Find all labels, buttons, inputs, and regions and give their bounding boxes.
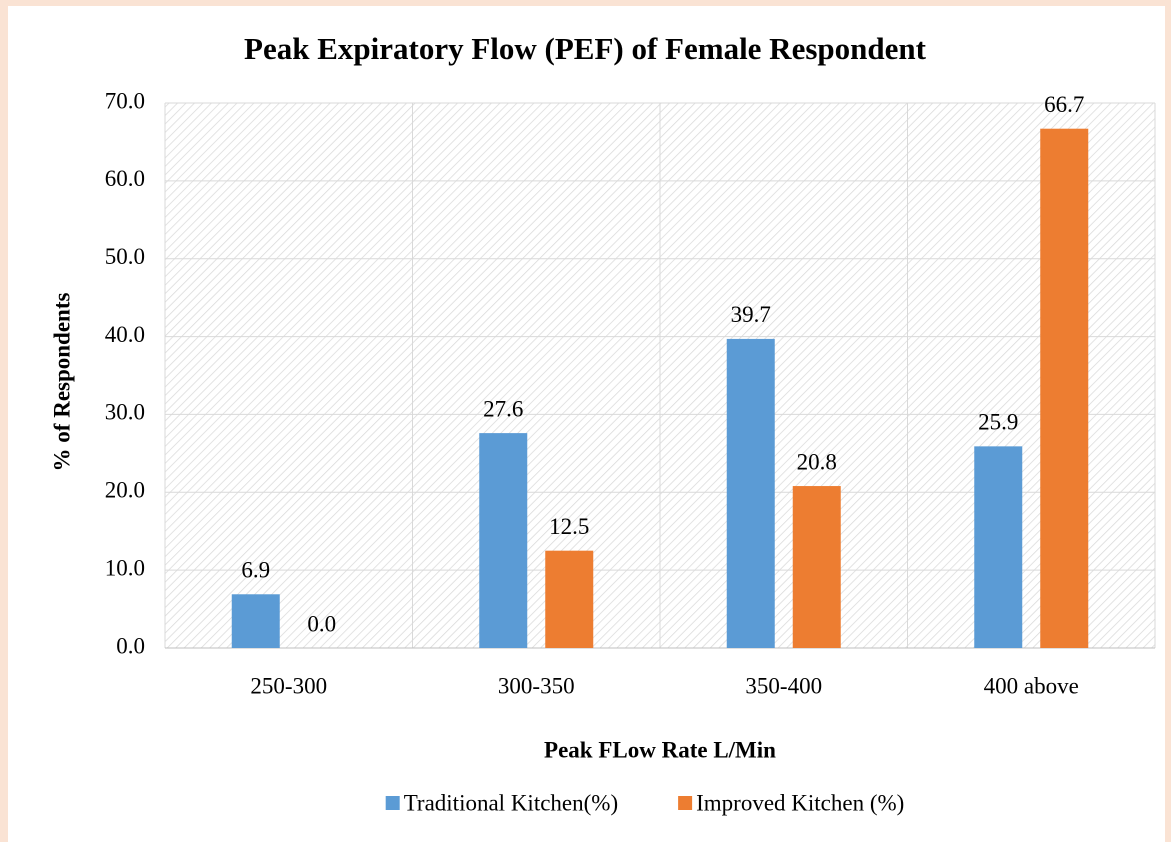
y-tick-label: 70.0: [105, 88, 145, 113]
x-tick-label: 400 above: [984, 673, 1079, 698]
data-label: 39.7: [731, 302, 771, 327]
legend-label: Traditional Kitchen(%): [404, 790, 618, 815]
bar: [479, 433, 528, 648]
bar: [792, 486, 841, 648]
data-label: 6.9: [241, 558, 270, 583]
data-label: 66.7: [1044, 92, 1084, 117]
y-axis-title: % of Respondents: [49, 292, 74, 471]
data-label: 27.6: [483, 396, 523, 421]
y-tick-label: 30.0: [105, 400, 145, 425]
bar: [726, 338, 775, 648]
legend-swatch: [678, 796, 693, 810]
y-tick-label: 10.0: [105, 555, 145, 580]
legend-swatch: [385, 796, 400, 810]
x-tick-label: 350-400: [745, 673, 822, 698]
bar: [1040, 128, 1089, 648]
y-tick-label: 50.0: [105, 244, 145, 269]
y-tick-label: 40.0: [105, 322, 145, 347]
x-tick-label: 300-350: [498, 673, 575, 698]
bar: [231, 594, 280, 648]
bar: [974, 446, 1023, 648]
x-axis-title: Peak FLow Rate L/Min: [544, 737, 776, 762]
data-label: 25.9: [978, 410, 1018, 435]
x-tick-label: 250-300: [250, 673, 327, 698]
y-tick-label: 60.0: [105, 166, 145, 191]
bar: [545, 550, 594, 648]
legend-label: Improved Kitchen (%): [696, 790, 904, 815]
y-tick-label: 20.0: [105, 478, 145, 503]
data-label: 0.0: [307, 611, 336, 636]
chart-title: Peak Expiratory Flow (PEF) of Female Res…: [244, 31, 927, 66]
data-label: 20.8: [797, 449, 837, 474]
y-tick-label: 0.0: [116, 633, 145, 658]
data-label: 12.5: [549, 514, 589, 539]
